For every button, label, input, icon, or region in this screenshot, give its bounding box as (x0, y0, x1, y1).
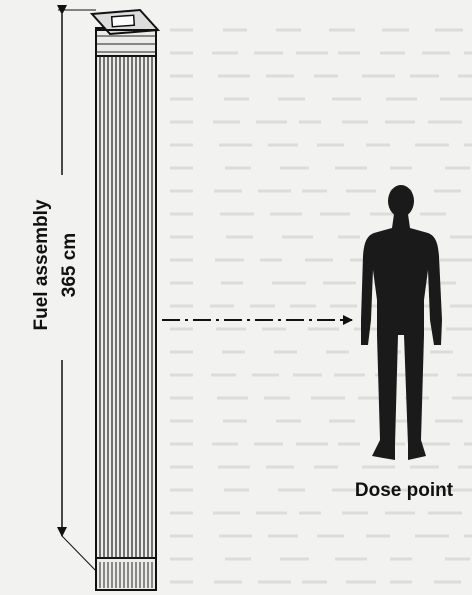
fuel-assembly (89, 8, 161, 591)
dose-point-label: Dose point (355, 480, 454, 501)
extension-line (61, 535, 101, 576)
assembly-body (95, 27, 157, 591)
handle (110, 14, 136, 28)
bottom-band (95, 557, 157, 591)
body (361, 214, 442, 460)
assembly-label: Fuel assembly (31, 199, 52, 330)
label-backdrop (22, 175, 84, 360)
top-band (95, 29, 157, 57)
person (361, 185, 442, 460)
head (388, 185, 414, 217)
length-label: 365 cm (59, 233, 80, 297)
